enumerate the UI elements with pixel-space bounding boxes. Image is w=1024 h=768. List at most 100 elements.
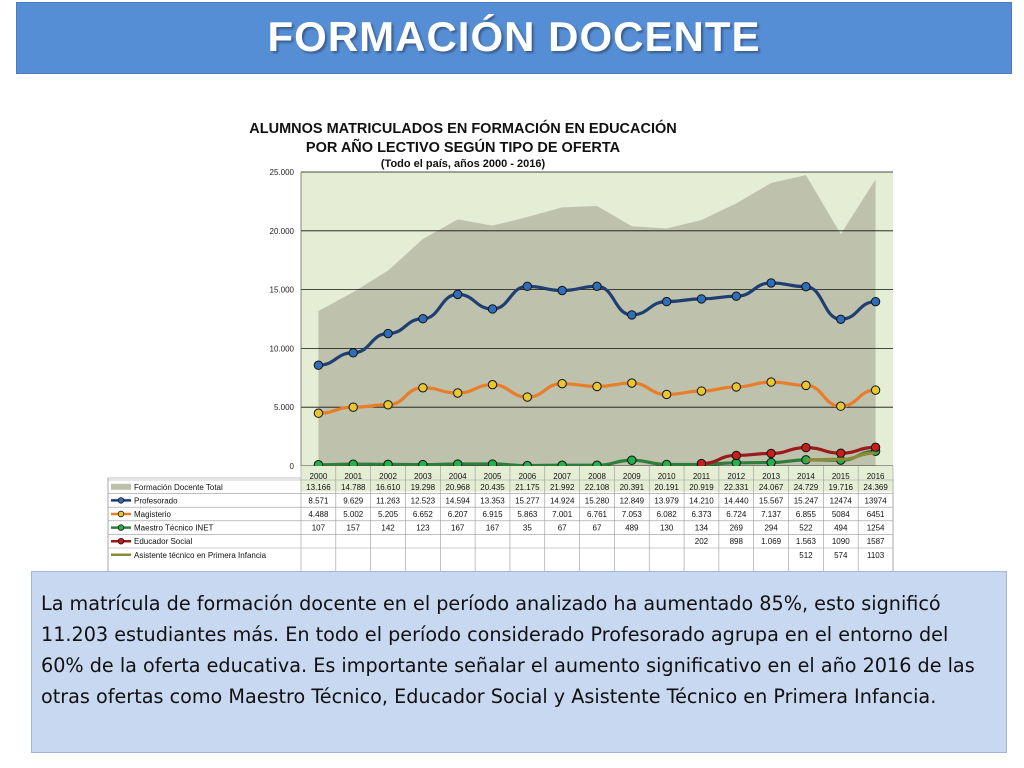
table-cell: 20.919 — [689, 483, 714, 492]
x-tick-label: 2009 — [623, 472, 641, 481]
table-cell: 8.571 — [308, 496, 329, 505]
table-cell: 130 — [660, 524, 674, 533]
table-cell: 294 — [764, 524, 778, 533]
table-cell: 13.166 — [306, 483, 331, 492]
table-cell: 6.652 — [413, 510, 434, 519]
x-tick-label: 2005 — [484, 472, 502, 481]
table-cell: 6.855 — [796, 510, 817, 519]
table-cell: 22.108 — [585, 483, 610, 492]
table-cell: 167 — [451, 524, 465, 533]
table-cell: 134 — [695, 524, 709, 533]
table-cell: 123 — [416, 524, 430, 533]
data-point — [592, 381, 602, 392]
table-cell: 14.788 — [341, 483, 366, 492]
x-tick-label: 2011 — [693, 472, 711, 481]
table-cell: 1254 — [867, 524, 885, 533]
x-tick-label: 2008 — [588, 472, 606, 481]
table-cell: 512 — [799, 551, 813, 560]
data-point — [313, 408, 324, 418]
data-point — [453, 289, 463, 300]
x-tick-label: 2000 — [310, 472, 328, 481]
data-point — [731, 382, 741, 392]
table-cell: 1090 — [832, 537, 850, 546]
data-point — [766, 448, 776, 459]
table-cell: 269 — [730, 524, 744, 533]
table-cell: 12.523 — [411, 496, 436, 505]
table-cell: 13.979 — [654, 496, 679, 505]
table-cell: 1103 — [867, 551, 885, 560]
legend-key-marker — [117, 497, 125, 504]
table-cell: 21.992 — [550, 483, 575, 492]
table-cell: 489 — [625, 524, 639, 533]
data-point — [836, 314, 846, 325]
data-point — [418, 314, 428, 324]
table-cell: 898 — [730, 537, 744, 546]
data-point — [557, 378, 567, 389]
data-point — [836, 448, 846, 458]
table-cell: 19.298 — [411, 483, 436, 492]
table-cell: 19.716 — [829, 483, 854, 492]
table-cell: 7.001 — [552, 510, 573, 519]
table-cell: 12.849 — [620, 496, 645, 505]
data-point — [313, 360, 324, 370]
data-point — [418, 383, 428, 393]
data-point — [453, 388, 463, 398]
table-cell: 13.353 — [480, 496, 505, 505]
legend-label: Asistente técnico en Primera Infancia — [134, 551, 267, 560]
table-cell: 5084 — [832, 510, 850, 519]
table-cell: 1587 — [867, 537, 885, 546]
table-cell: 6.724 — [726, 510, 747, 519]
data-point — [870, 442, 881, 453]
table-cell: 522 — [799, 524, 813, 533]
table-cell: 202 — [695, 537, 709, 546]
legend-label: Formación Docente Total — [134, 483, 223, 492]
data-point — [696, 294, 707, 304]
table-cell: 6451 — [867, 510, 885, 519]
y-tick-label: 0 — [290, 462, 295, 471]
table-cell: 20.435 — [480, 483, 505, 492]
table-cell: 6.915 — [483, 510, 504, 519]
data-point — [801, 442, 811, 453]
table-cell: 15.567 — [759, 496, 784, 505]
table-cell: 5.205 — [378, 510, 399, 519]
legend-label: Educador Social — [134, 537, 192, 546]
table-cell: 15.247 — [794, 496, 819, 505]
data-point — [522, 392, 533, 402]
table-cell: 107 — [312, 524, 326, 533]
table-cell: 14.924 — [550, 496, 575, 505]
table-cell: 35 — [523, 524, 532, 533]
data-point — [592, 281, 602, 292]
title-banner: FORMACIÓN DOCENTE — [16, 2, 1012, 74]
x-tick-label: 2015 — [832, 472, 850, 481]
x-tick-label: 2006 — [518, 472, 536, 481]
table-cell: 1.069 — [761, 537, 782, 546]
data-point — [487, 304, 498, 314]
y-tick-label: 5.000 — [274, 403, 295, 412]
table-cell: 24.729 — [794, 483, 819, 492]
summary-text: La matrícula de formación docente en el … — [41, 592, 975, 708]
data-point — [383, 400, 393, 410]
series-line-5 — [805, 451, 876, 462]
legend-label: Magisterio — [134, 510, 171, 519]
legend-label: Profesorado — [134, 496, 178, 505]
table-cell: 15.280 — [585, 496, 610, 505]
legend-key-marker — [117, 538, 125, 545]
table-cell: 14.440 — [724, 496, 749, 505]
data-point — [836, 401, 846, 411]
table-cell: 7.053 — [622, 510, 643, 519]
chart-title-line2: POR AÑO LECTIVO SEGÚN TIPO DE OFERTA — [306, 138, 621, 156]
data-point — [348, 402, 358, 412]
table-cell: 11.263 — [376, 496, 400, 505]
data-point — [696, 386, 707, 396]
slide-title: FORMACIÓN DOCENTE — [267, 13, 761, 60]
legend-label: Maestro Técnico INET — [134, 524, 214, 533]
y-tick-label: 10.000 — [270, 344, 295, 353]
data-point — [766, 377, 776, 387]
table-cell: 6.373 — [691, 510, 712, 519]
table-cell: 7.137 — [761, 510, 782, 519]
table-cell: 5.863 — [517, 510, 538, 519]
x-tick-label: 2014 — [797, 472, 815, 481]
x-tick-label: 2003 — [414, 472, 432, 481]
table-cell: 142 — [381, 524, 395, 533]
